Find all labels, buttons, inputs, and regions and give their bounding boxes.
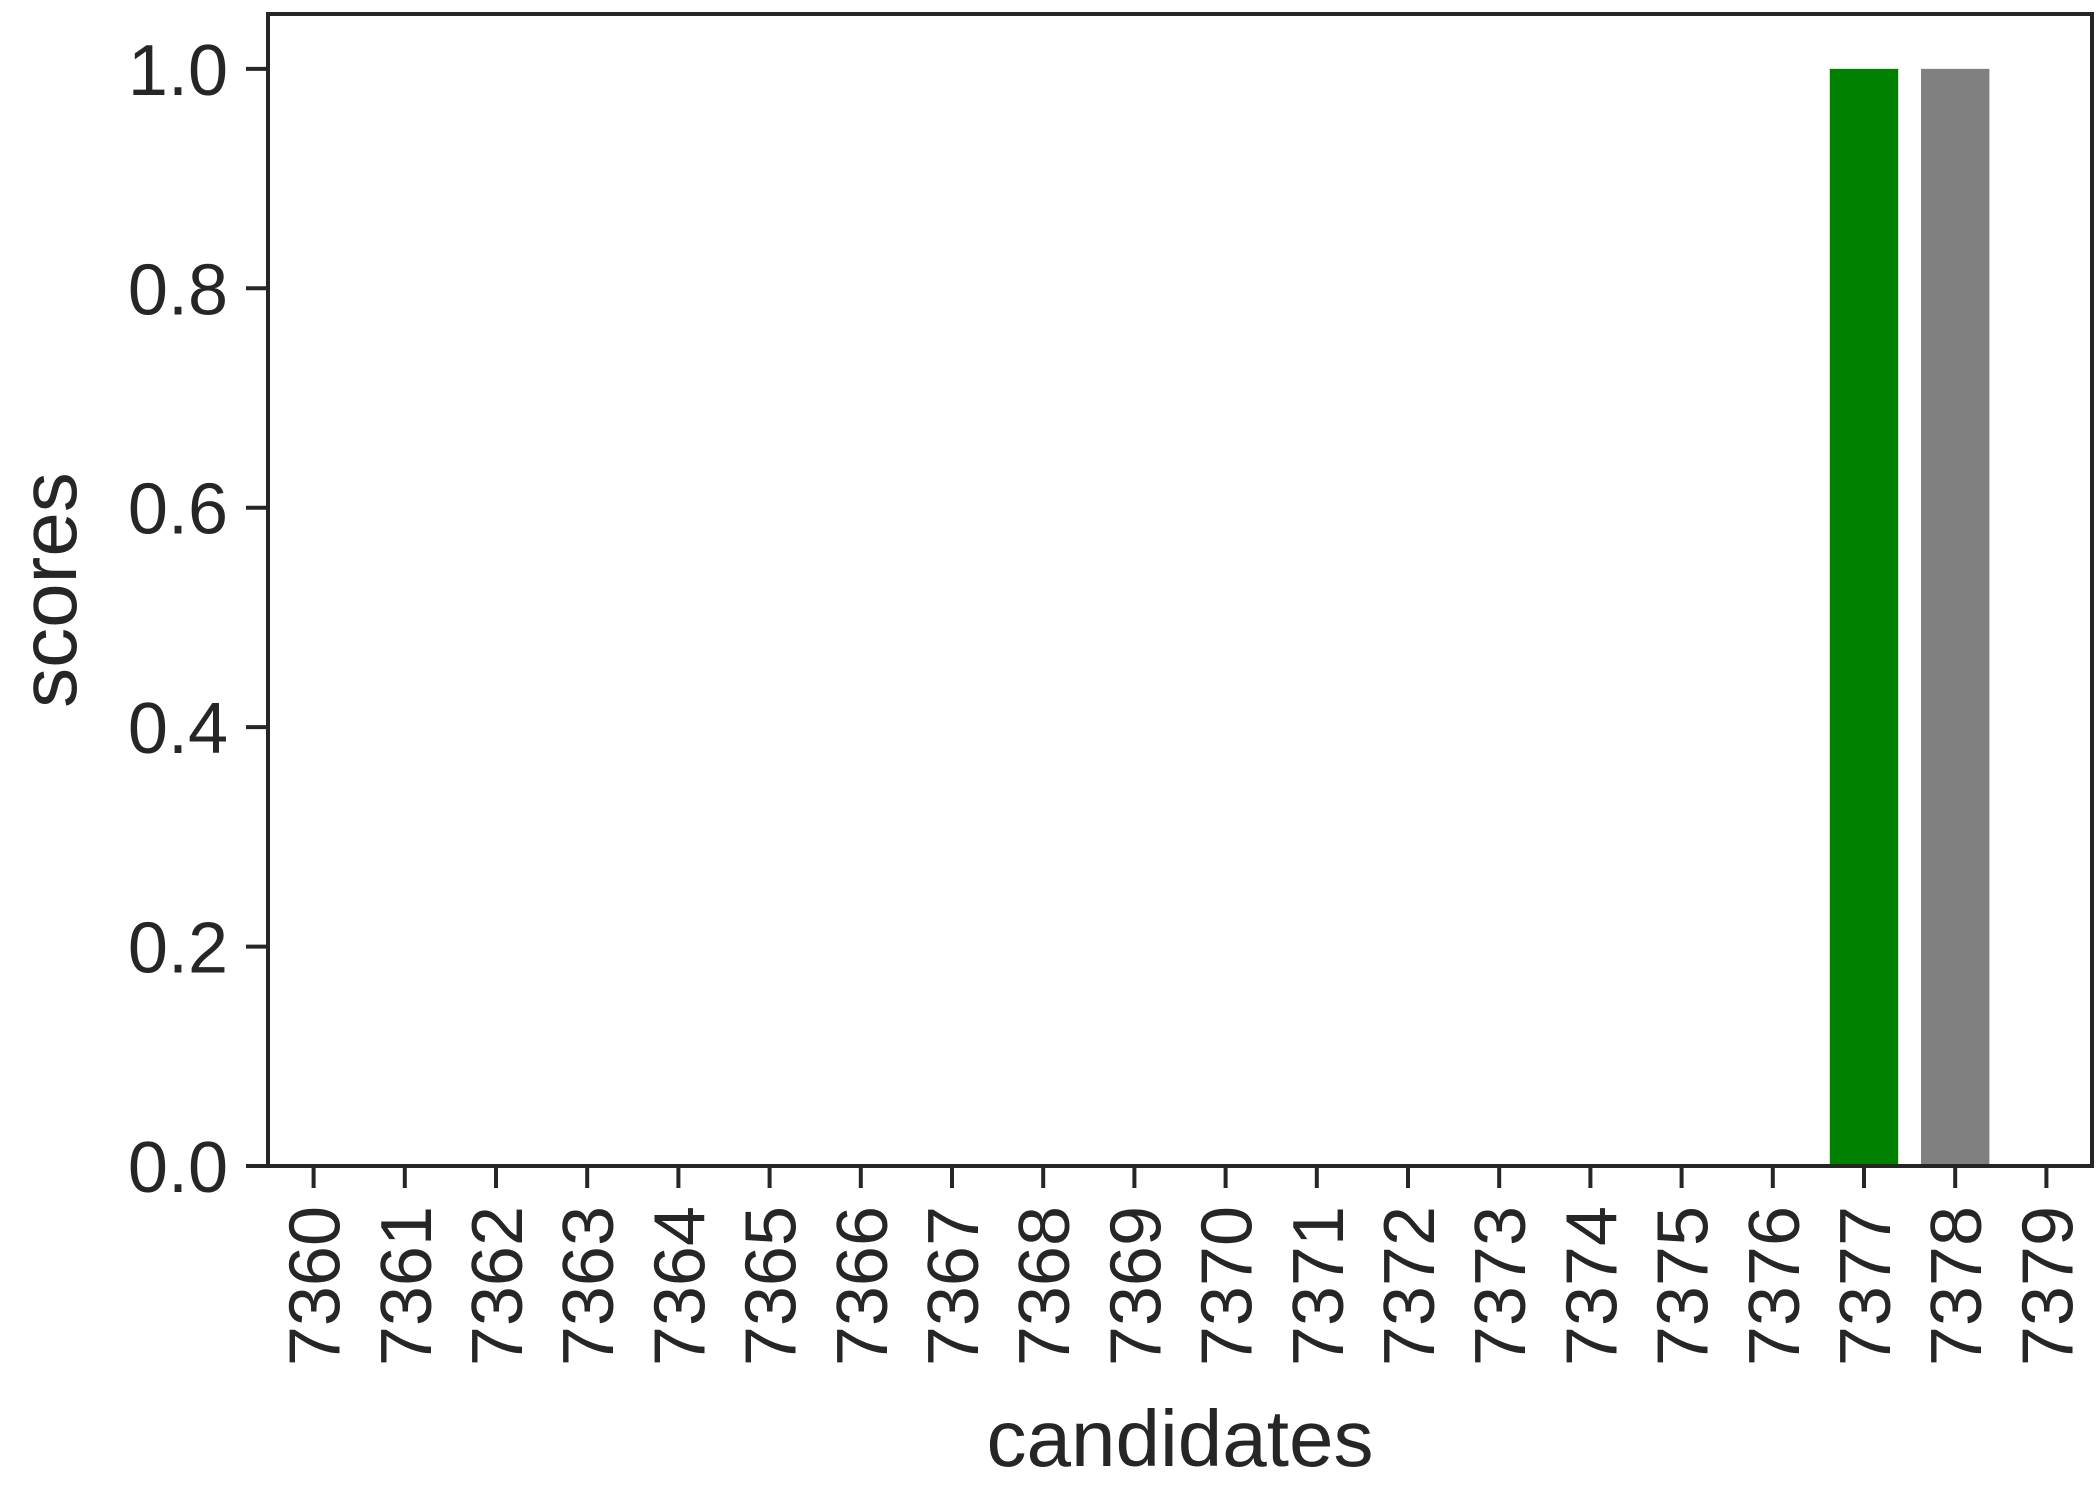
x-tick-label: 7366 <box>823 1206 903 1366</box>
x-axis-label: candidates <box>987 1394 1374 1483</box>
x-tick-label: 7368 <box>1005 1206 1085 1366</box>
y-tick-label: 1.0 <box>128 31 228 111</box>
x-tick-label: 7367 <box>914 1206 994 1366</box>
x-tick-label: 7363 <box>549 1206 629 1366</box>
x-tick-label: 7374 <box>1552 1206 1632 1366</box>
y-tick-label: 0.8 <box>128 250 228 330</box>
x-tick-label: 7376 <box>1735 1206 1815 1366</box>
y-axis-label: scores <box>4 472 93 708</box>
x-tick-label: 7370 <box>1188 1206 1268 1366</box>
x-tick-label: 7379 <box>2008 1206 2088 1366</box>
x-tick-label: 7369 <box>1096 1206 1176 1366</box>
x-tick-label: 7372 <box>1370 1206 1450 1366</box>
plot-frame <box>266 12 2094 1168</box>
x-tick-label: 7371 <box>1279 1206 1359 1366</box>
x-tick-label: 7361 <box>367 1206 447 1366</box>
y-ticks: 0.0 0.2 0.4 0.6 0.8 1.0 <box>128 31 268 1208</box>
x-tick-label: 7378 <box>1917 1206 1997 1366</box>
y-tick-label: 0.2 <box>128 909 228 989</box>
x-tick-label: 7375 <box>1644 1206 1724 1366</box>
x-ticks: 7360 7361 7362 7363 7364 7365 7366 7367 7368 7369… <box>276 1166 2088 1366</box>
bars-layer <box>1829 68 1990 1166</box>
bar-7378 <box>1921 68 1990 1166</box>
y-tick-label: 0.0 <box>128 1128 228 1208</box>
y-tick-label: 0.6 <box>128 470 228 550</box>
bar-7377 <box>1829 68 1899 1166</box>
y-tick-label: 0.4 <box>128 689 228 769</box>
x-tick-label: 7365 <box>732 1206 812 1366</box>
x-tick-label: 7377 <box>1826 1206 1906 1366</box>
x-tick-label: 7364 <box>640 1206 720 1366</box>
x-tick-label: 7362 <box>458 1206 538 1366</box>
x-tick-label: 7360 <box>276 1206 356 1366</box>
x-tick-label: 7373 <box>1461 1206 1541 1366</box>
